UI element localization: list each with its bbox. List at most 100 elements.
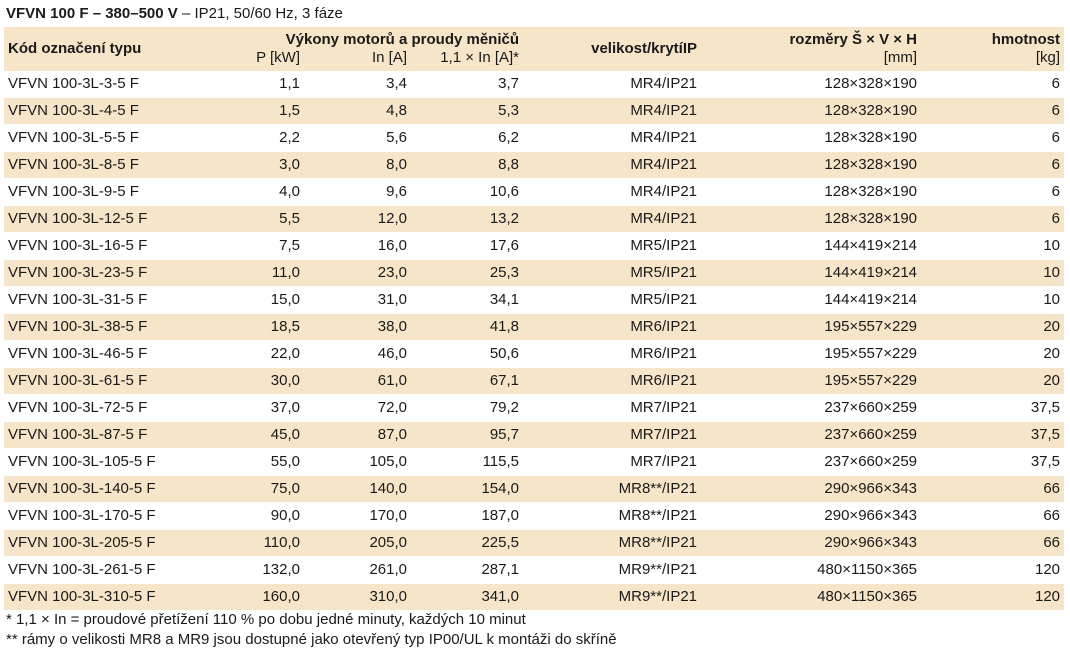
cell-overload-current: 225,5 [411,529,524,557]
cell-overload-current: 187,0 [411,502,524,530]
cell-current: 310,0 [304,583,411,611]
table-row: VFVN 100-3L-170-5 F 90,0 170,0 187,0 MR8**/I… [4,502,1065,530]
cell-current: 170,0 [304,502,411,530]
table-row: VFVN 100-3L-205-5 F 110,0 205,0 225,5 MR8**/… [4,529,1065,557]
cell-overload-current: 67,1 [411,367,524,395]
cell-frame-size: MR6/IP21 [523,313,702,341]
cell-overload-current: 6,2 [411,124,524,152]
cell-overload-current: 13,2 [411,205,524,233]
cell-type-code: VFVN 100-3L-12-5 F [4,205,224,233]
cell-overload-current: 25,3 [411,259,524,287]
cell-current: 87,0 [304,421,411,449]
cell-type-code: VFVN 100-3L-310-5 F [4,583,224,611]
table-row: VFVN 100-3L-9-5 F 4,0 9,6 10,6 MR4/IP21 128×3… [4,178,1065,206]
cell-type-code: VFVN 100-3L-38-5 F [4,313,224,341]
cell-frame-size: MR6/IP21 [523,367,702,395]
cell-frame-size: MR5/IP21 [523,259,702,287]
cell-frame-size: MR7/IP21 [523,421,702,449]
cell-current: 72,0 [304,394,411,422]
cell-current: 261,0 [304,556,411,584]
cell-mass: 37,5 [921,421,1065,449]
cell-power: 75,0 [224,475,304,503]
table-row: VFVN 100-3L-8-5 F 3,0 8,0 8,8 MR4/IP21 128×32… [4,151,1065,179]
cell-overload-current: 3,7 [411,71,524,98]
cell-overload-current: 341,0 [411,583,524,611]
cell-type-code: VFVN 100-3L-140-5 F [4,475,224,503]
cell-frame-size: MR5/IP21 [523,286,702,314]
cell-current: 46,0 [304,340,411,368]
cell-mass: 120 [921,556,1065,584]
cell-mass: 66 [921,529,1065,557]
cell-overload-current: 8,8 [411,151,524,179]
cell-dimensions: 237×660×259 [701,421,922,449]
cell-frame-size: MR6/IP21 [523,340,702,368]
table-row: VFVN 100-3L-23-5 F 11,0 23,0 25,3 MR5/IP21 14… [4,259,1065,287]
cell-current: 16,0 [304,232,411,260]
header-dimensions: rozměry Š × V × H [701,27,922,49]
cell-frame-size: MR9**/IP21 [523,556,702,584]
cell-frame-size: MR5/IP21 [523,232,702,260]
cell-mass: 66 [921,502,1065,530]
cell-overload-current: 79,2 [411,394,524,422]
header-mass-unit: [kg] [921,49,1065,71]
cell-dimensions: 290×966×343 [701,529,922,557]
table-row: VFVN 100-3L-31-5 F 15,0 31,0 34,1 MR5/IP21 14… [4,286,1065,314]
cell-power: 90,0 [224,502,304,530]
table-row: VFVN 100-3L-105-5 F 55,0 105,0 115,5 MR7/IP2… [4,448,1065,476]
cell-overload-current: 17,6 [411,232,524,260]
cell-type-code: VFVN 100-3L-105-5 F [4,448,224,476]
cell-power: 18,5 [224,313,304,341]
cell-dimensions: 195×557×229 [701,367,922,395]
table-row: VFVN 100-3L-46-5 F 22,0 46,0 50,6 MR6/IP21 19… [4,340,1065,368]
caption-specs: – IP21, 50/60 Hz, 3 fáze [177,5,343,22]
table-row: VFVN 100-3L-72-5 F 37,0 72,0 79,2 MR7/IP21 23… [4,394,1065,422]
footnote-frames: ** rámy o velikosti MR8 a MR9 jsou dostu… [6,631,617,648]
header-mass: hmotnost [921,27,1065,49]
cell-type-code: VFVN 100-3L-261-5 F [4,556,224,584]
table-row: VFVN 100-3L-310-5 F 160,0 310,0 341,0 MR9**/… [4,583,1065,611]
cell-type-code: VFVN 100-3L-8-5 F [4,151,224,179]
cell-current: 5,6 [304,124,411,152]
cell-mass: 66 [921,475,1065,503]
cell-mass: 10 [921,232,1065,260]
table-row: VFVN 100-3L-3-5 F 1,1 3,4 3,7 MR4/IP21 128×32… [4,71,1065,98]
cell-dimensions: 128×328×190 [701,178,922,206]
cell-current: 23,0 [304,259,411,287]
cell-current: 205,0 [304,529,411,557]
cell-power: 30,0 [224,367,304,395]
cell-power: 4,0 [224,178,304,206]
cell-type-code: VFVN 100-3L-5-5 F [4,124,224,152]
cell-dimensions: 237×660×259 [701,448,922,476]
table-row: VFVN 100-3L-87-5 F 45,0 87,0 95,7 MR7/IP21 23… [4,421,1065,449]
table-row: VFVN 100-3L-5-5 F 2,2 5,6 6,2 MR4/IP21 128×32… [4,124,1065,152]
cell-dimensions: 128×328×190 [701,124,922,152]
footnotes: * 1,1 × In = proudové přetížení 110 % po… [6,610,617,650]
header-current: In [A] [304,49,411,71]
cell-dimensions: 144×419×214 [701,232,922,260]
cell-power: 1,1 [224,71,304,98]
cell-dimensions: 480×1150×365 [701,556,922,584]
header-dimensions-unit: [mm] [701,49,922,71]
cell-frame-size: MR4/IP21 [523,178,702,206]
cell-mass: 6 [921,97,1065,125]
cell-current: 31,0 [304,286,411,314]
cell-current: 8,0 [304,151,411,179]
cell-mass: 10 [921,259,1065,287]
table-body: VFVN 100-3L-3-5 F 1,1 3,4 3,7 MR4/IP21 128×32… [4,71,1065,611]
header-overload-current: 1,1 × In [A]* [411,49,524,71]
cell-power: 160,0 [224,583,304,611]
table-row: VFVN 100-3L-16-5 F 7,5 16,0 17,6 MR5/IP21 144… [4,232,1065,260]
footnote-overload: * 1,1 × In = proudové přetížení 110 % po… [6,611,526,628]
cell-overload-current: 115,5 [411,448,524,476]
cell-power: 11,0 [224,259,304,287]
table-row: VFVN 100-3L-38-5 F 18,5 38,0 41,8 MR6/IP21 19… [4,313,1065,341]
cell-dimensions: 128×328×190 [701,97,922,125]
cell-current: 38,0 [304,313,411,341]
cell-frame-size: MR4/IP21 [523,124,702,152]
cell-mass: 10 [921,286,1065,314]
cell-type-code: VFVN 100-3L-23-5 F [4,259,224,287]
cell-power: 3,0 [224,151,304,179]
cell-mass: 37,5 [921,448,1065,476]
cell-overload-current: 5,3 [411,97,524,125]
cell-dimensions: 195×557×229 [701,313,922,341]
